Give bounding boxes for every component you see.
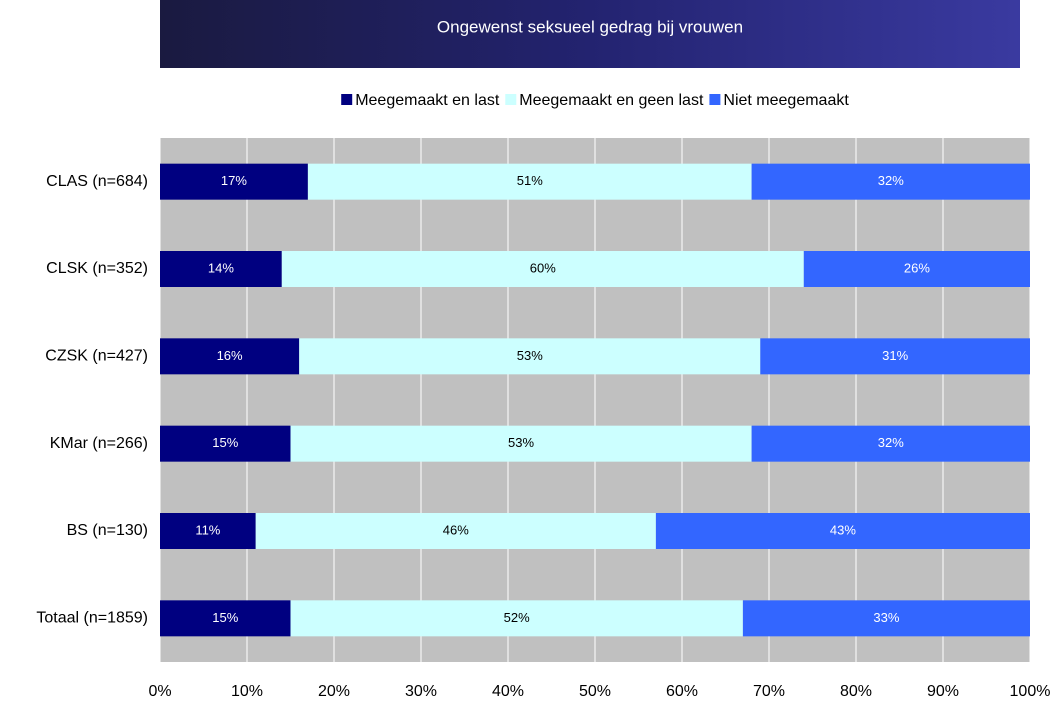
data-label: 51% [517, 173, 543, 188]
data-label: 32% [878, 173, 904, 188]
x-tick-label: 90% [927, 683, 959, 700]
bar-segment [751, 163, 1030, 200]
bar-segment [742, 600, 1030, 637]
data-label: 53% [517, 348, 543, 363]
data-label: 52% [504, 610, 530, 625]
data-label: 31% [882, 348, 908, 363]
y-tick-label: CLAS (n=684) [46, 173, 148, 190]
data-label: 17% [221, 173, 247, 188]
bar-segment [160, 600, 291, 637]
bar-segment [160, 425, 291, 462]
data-label: 15% [212, 435, 238, 450]
data-label: 16% [217, 348, 243, 363]
bar-segment [255, 513, 656, 549]
bar-segment [160, 338, 300, 375]
data-label: 43% [830, 522, 856, 537]
bar-segment [160, 513, 256, 549]
data-label: 32% [878, 435, 904, 450]
bar-segment [307, 163, 752, 200]
legend-swatch [709, 94, 721, 105]
data-label: 14% [208, 260, 234, 275]
bar-segment [290, 600, 743, 637]
bar-segment [299, 338, 761, 375]
y-tick-label: BS (n=130) [67, 522, 148, 539]
x-tick-label: 40% [492, 683, 524, 700]
bar-segment [760, 338, 1030, 375]
y-tick-label: Totaal (n=1859) [36, 610, 148, 627]
bar-segment [160, 163, 308, 200]
x-tick-label: 50% [579, 683, 611, 700]
x-tick-label: 20% [318, 683, 350, 700]
bar-segment [751, 425, 1030, 462]
data-label: 15% [212, 610, 238, 625]
x-tick-label: 60% [666, 683, 698, 700]
data-label: 11% [195, 522, 220, 537]
bar-segment [160, 251, 282, 287]
legend-swatch [341, 94, 353, 105]
legend-label: Niet meegemaakt [723, 92, 849, 109]
data-label: 60% [530, 260, 556, 275]
y-tick-label: KMar (n=266) [50, 435, 148, 452]
header-banner [160, 0, 1020, 68]
y-tick-label: CLSK (n=352) [46, 260, 148, 277]
data-label: 46% [443, 522, 469, 537]
x-tick-label: 10% [231, 683, 263, 700]
bar-segment [281, 251, 804, 287]
x-tick-label: 100% [1010, 683, 1051, 700]
x-tick-label: 30% [405, 683, 437, 700]
legend-label: Meegemaakt en geen last [519, 92, 704, 109]
legend-swatch [505, 94, 517, 105]
y-tick-label: CZSK (n=427) [45, 348, 148, 365]
x-tick-label: 0% [148, 683, 171, 700]
data-label: 53% [508, 435, 534, 450]
bar-segment [803, 251, 1030, 287]
data-label: 33% [873, 610, 899, 625]
bar-segment [655, 513, 1030, 549]
x-tick-label: 80% [840, 683, 872, 700]
data-label: 26% [904, 260, 930, 275]
x-tick-label: 70% [753, 683, 785, 700]
legend-label: Meegemaakt en last [355, 92, 500, 109]
bar-segment [290, 425, 752, 462]
chart-title: Ongewenst seksueel gedrag bij vrouwen [437, 17, 743, 36]
